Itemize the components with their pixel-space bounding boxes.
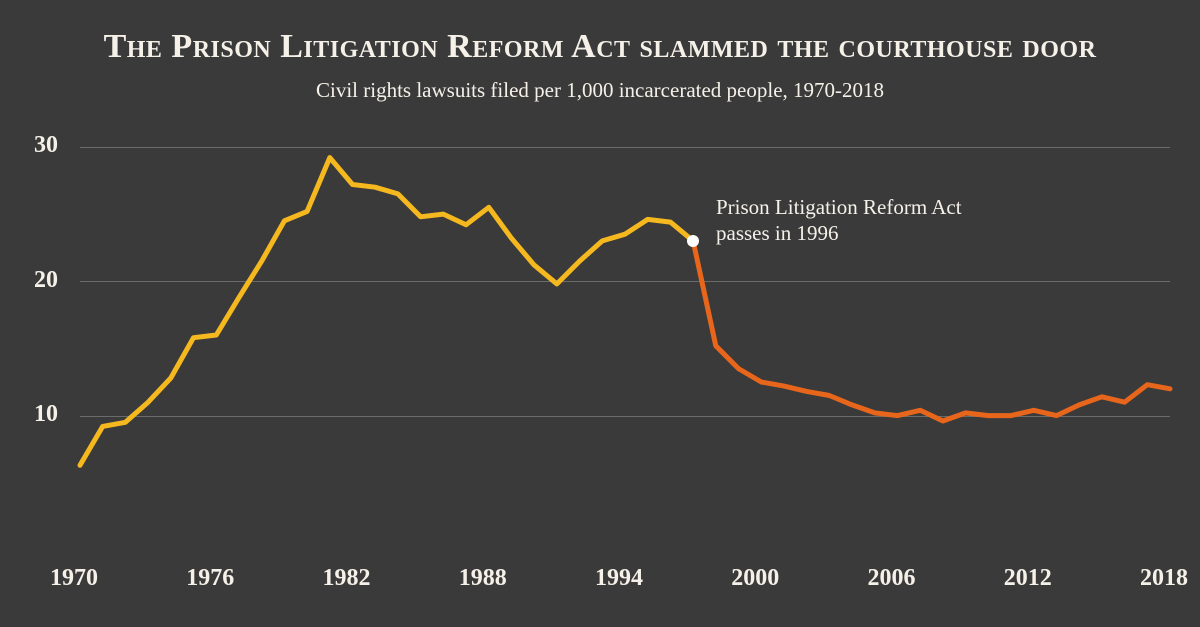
annotation-line-1: Prison Litigation Reform Act [716,195,962,219]
annotation-line-2: passes in 1996 [716,221,839,245]
annotation-marker [687,235,699,247]
line-series [0,0,1200,627]
annotation-text: Prison Litigation Reform Act passes in 1… [716,194,962,247]
chart-container: The Prison Litigation Reform Act slammed… [0,0,1200,627]
